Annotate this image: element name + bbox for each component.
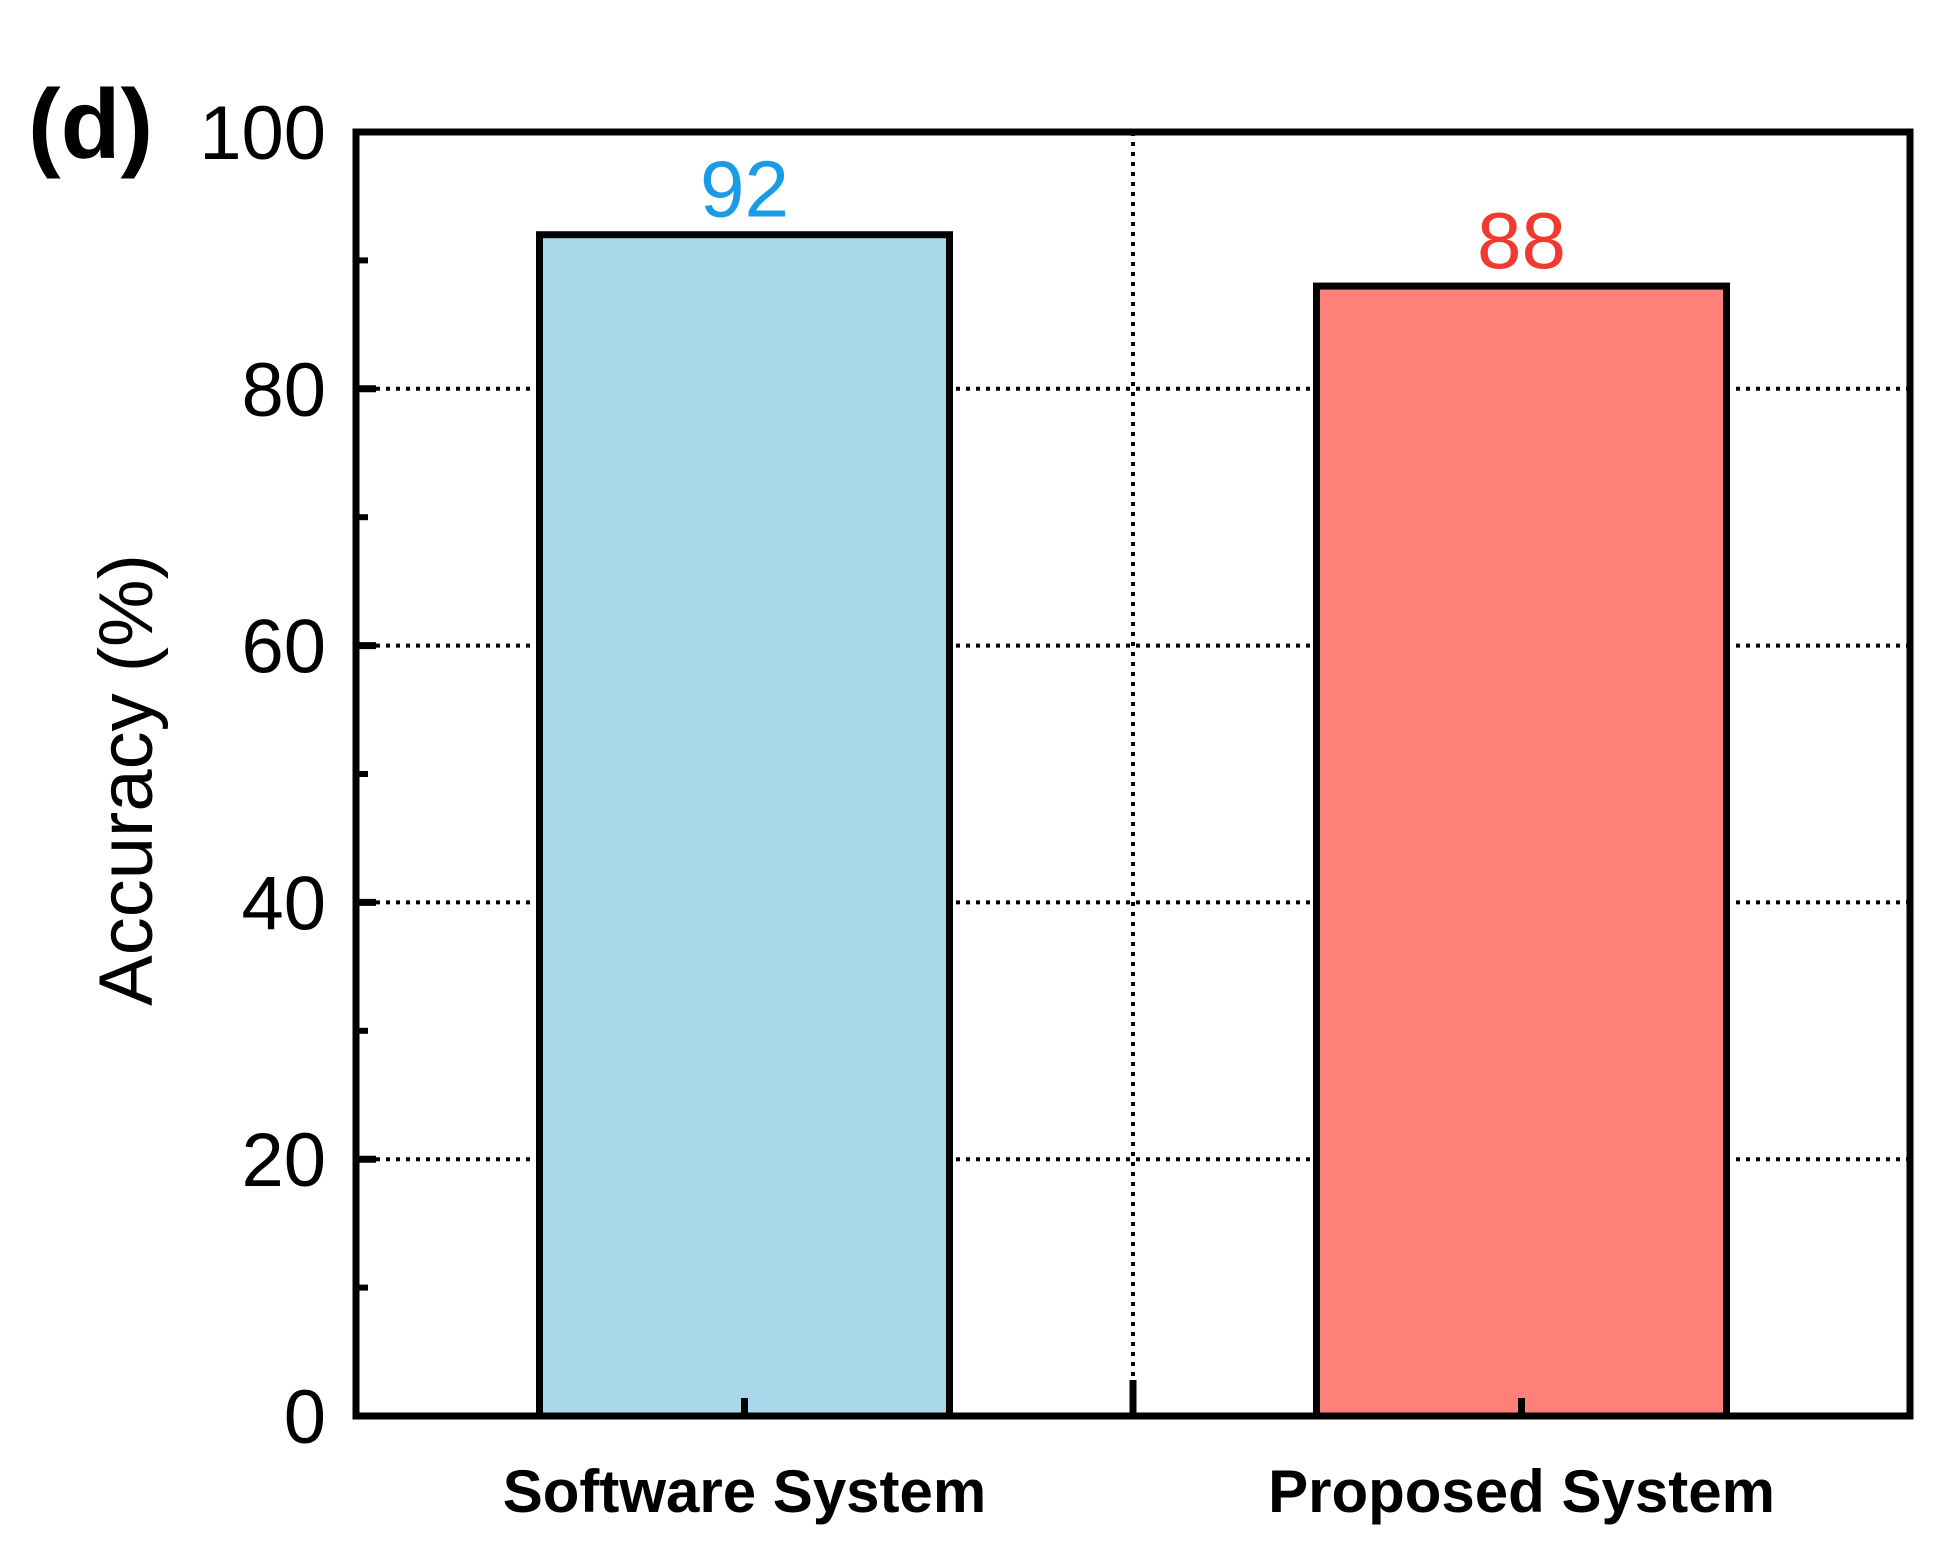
y-tick-label-40: 40 [241,861,326,946]
y-tick-label-20: 20 [241,1118,326,1203]
grid-layer [356,132,1910,1416]
bar-2 [1313,282,1730,1420]
x-tick-label-2: Proposed System [1268,1458,1775,1525]
labels-layer: (d) Accuracy (%) 92 Software System 88 Prop… [28,69,1775,1525]
panel-label: (d) [28,69,153,179]
plot-frame [352,128,1914,1420]
bar-1 [536,231,953,1420]
y-tick-label-0: 0 [284,1375,326,1460]
value-label-1: 92 [700,145,789,234]
y-tick-label-100: 100 [199,91,326,176]
axes-layer [352,128,1914,1420]
y-tick-label-60: 60 [241,605,326,690]
value-label-2: 88 [1477,196,1566,285]
y-axis-title: Accuracy (%) [84,554,169,1006]
x-tick-label-1: Software System [503,1458,987,1525]
y-tick-label-80: 80 [241,348,326,433]
